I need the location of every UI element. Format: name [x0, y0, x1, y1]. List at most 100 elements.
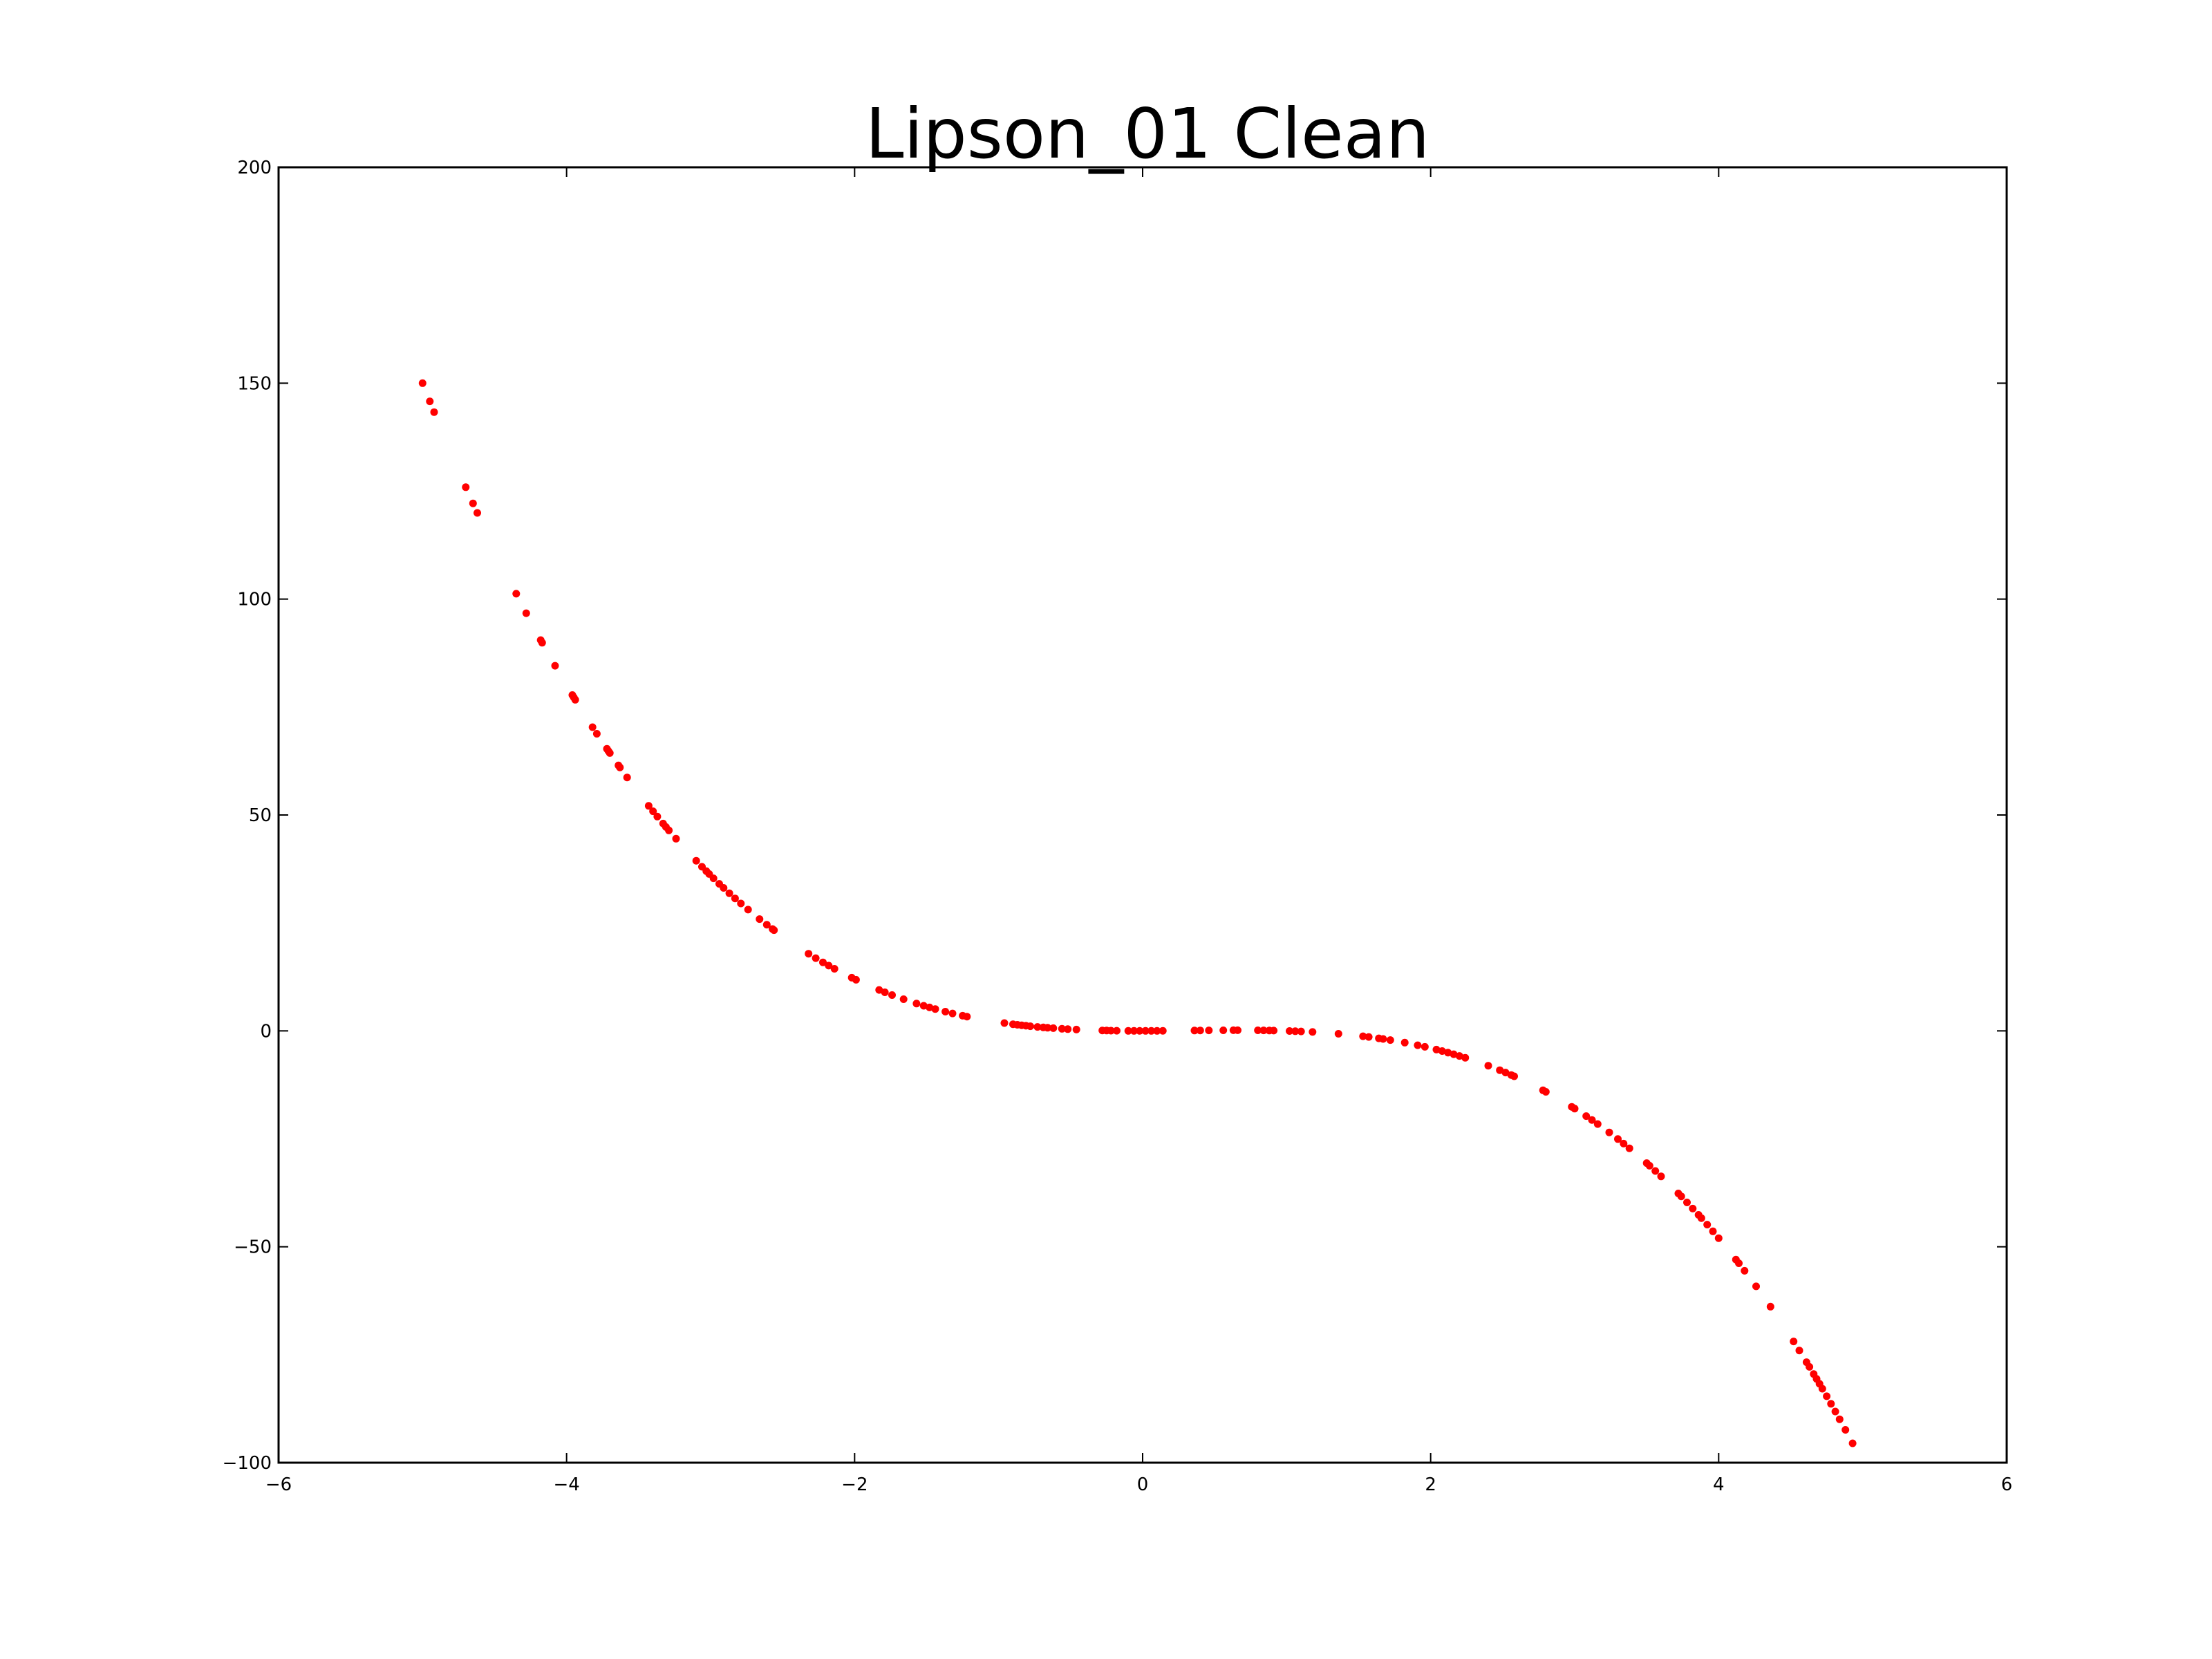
data-point	[606, 749, 614, 757]
data-point	[725, 889, 733, 897]
data-point	[1147, 1027, 1155, 1035]
data-point	[770, 926, 778, 935]
data-point	[1683, 1199, 1691, 1206]
data-point	[692, 856, 700, 865]
data-point	[1259, 1027, 1268, 1035]
data-point	[623, 774, 631, 782]
y-tick-label: 50	[249, 805, 272, 826]
data-point	[1130, 1027, 1138, 1035]
data-point	[1484, 1062, 1492, 1070]
data-point	[1806, 1362, 1814, 1371]
data-point	[852, 975, 860, 984]
data-point	[649, 807, 657, 816]
data-point	[1421, 1042, 1429, 1051]
y-tick-label: −100	[223, 1453, 272, 1474]
data-point	[1219, 1027, 1228, 1034]
data-point	[571, 695, 579, 704]
data-point	[1703, 1221, 1712, 1229]
data-point	[1496, 1066, 1504, 1074]
data-point	[830, 965, 838, 973]
data-point	[1297, 1027, 1305, 1035]
data-point	[737, 899, 745, 908]
data-point	[474, 509, 481, 517]
data-point	[1790, 1338, 1798, 1346]
data-point	[430, 408, 438, 416]
data-point	[1455, 1052, 1463, 1060]
y-tick-label: 0	[260, 1021, 272, 1042]
x-tick-label: −4	[554, 1474, 580, 1495]
data-point	[1823, 1392, 1831, 1400]
data-point	[616, 763, 624, 771]
data-point	[1254, 1027, 1262, 1034]
data-point	[931, 1005, 939, 1013]
data-point	[1205, 1027, 1213, 1035]
data-point	[1588, 1116, 1596, 1124]
data-point	[1541, 1088, 1550, 1096]
data-point	[744, 906, 752, 914]
data-point	[1386, 1036, 1394, 1044]
data-point	[1000, 1019, 1009, 1027]
y-tick-label: 100	[237, 590, 272, 610]
data-point	[919, 1002, 928, 1010]
data-point	[1818, 1385, 1826, 1393]
chart-title: Lipson_01 Clean	[865, 93, 1430, 174]
y-tick-label: 150	[237, 373, 272, 394]
data-point	[1400, 1038, 1409, 1047]
x-tick-label: −6	[265, 1474, 292, 1495]
data-point	[912, 1000, 921, 1008]
data-point	[522, 609, 530, 617]
data-point	[941, 1008, 950, 1015]
data-point	[881, 988, 889, 996]
data-point	[672, 834, 680, 843]
data-point	[1033, 1023, 1042, 1031]
data-point	[1848, 1439, 1857, 1447]
data-point	[512, 590, 521, 598]
data-point	[1113, 1027, 1121, 1035]
data-point	[1438, 1047, 1446, 1055]
data-point	[709, 874, 718, 883]
data-point	[644, 802, 653, 810]
data-point	[1107, 1027, 1115, 1035]
data-point	[1270, 1027, 1278, 1035]
data-point	[720, 884, 728, 892]
data-point	[1714, 1234, 1723, 1242]
data-point	[805, 950, 813, 958]
data-point	[1072, 1025, 1080, 1033]
data-point	[963, 1013, 971, 1021]
data-point	[1766, 1302, 1774, 1311]
data-points	[418, 379, 1857, 1447]
data-point	[1501, 1069, 1510, 1077]
data-point	[1651, 1167, 1660, 1175]
data-point	[1291, 1027, 1300, 1035]
data-point	[1571, 1105, 1579, 1113]
data-point	[1697, 1214, 1705, 1222]
data-point	[1286, 1027, 1293, 1035]
axes: −6 −4 −2 0 2 4 6 −100 −50 0 50 100 150 200	[223, 158, 2013, 1495]
data-point	[1831, 1407, 1839, 1416]
data-point	[1365, 1033, 1373, 1041]
data-point	[948, 1009, 957, 1018]
data-point	[1593, 1120, 1602, 1128]
data-point	[1190, 1027, 1199, 1035]
data-point	[469, 499, 477, 507]
data-point	[1605, 1128, 1613, 1136]
data-point	[899, 995, 908, 1003]
data-point	[653, 812, 662, 821]
data-point	[1620, 1139, 1628, 1147]
data-point	[551, 662, 559, 670]
data-point	[1196, 1027, 1204, 1035]
data-point	[1835, 1415, 1844, 1423]
data-point	[1752, 1282, 1760, 1291]
data-point	[819, 958, 827, 966]
data-point	[426, 397, 434, 406]
data-point	[1136, 1027, 1144, 1035]
data-point	[1309, 1028, 1317, 1036]
data-point	[875, 986, 883, 994]
data-point	[1124, 1027, 1132, 1035]
x-tick-label: 4	[1713, 1474, 1725, 1495]
data-point	[1058, 1024, 1066, 1033]
data-point	[1741, 1266, 1749, 1275]
data-point	[1795, 1347, 1803, 1355]
data-point	[1657, 1172, 1665, 1181]
x-tick-label: 2	[1425, 1474, 1436, 1495]
